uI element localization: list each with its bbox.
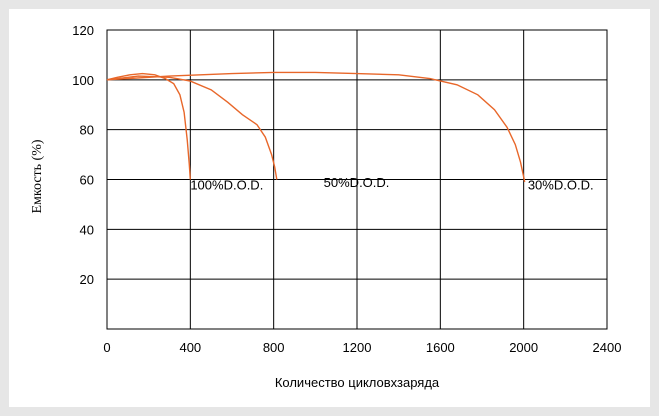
y-tick-label: 100 bbox=[72, 73, 94, 88]
x-tick-label: 1600 bbox=[426, 340, 455, 355]
x-tick-label: 800 bbox=[263, 340, 285, 355]
curve-annotation: 30%D.O.D. bbox=[528, 177, 594, 192]
curve-annotation: 50%D.O.D. bbox=[324, 175, 390, 190]
series-line-3 bbox=[106, 71, 526, 183]
chart-annotations: 100%D.O.D. 50%D.O.D. 30%D.O.D. bbox=[190, 175, 593, 192]
y-tick-label: 120 bbox=[72, 23, 94, 38]
x-tick-label: 400 bbox=[179, 340, 201, 355]
series-line-1 bbox=[106, 72, 191, 180]
chart-ticks: 0 400 800 1200 1600 2000 2400 20 40 60 80 100 120 bbox=[72, 23, 621, 355]
y-tick-label: 40 bbox=[80, 222, 94, 237]
chart-panel bbox=[9, 9, 650, 407]
y-tick-label: 20 bbox=[80, 272, 94, 287]
y-tick-label: 80 bbox=[80, 123, 94, 138]
x-axis-label: Количество цикловхзаряда bbox=[275, 375, 440, 390]
x-tick-label: 2000 bbox=[509, 340, 538, 355]
chart-series bbox=[106, 71, 526, 183]
x-tick-label: 1200 bbox=[343, 340, 372, 355]
x-tick-label: 2400 bbox=[593, 340, 622, 355]
x-tick-label: 0 bbox=[103, 340, 110, 355]
y-tick-label: 60 bbox=[80, 173, 94, 188]
y-axis-label: Емкость (%) bbox=[30, 139, 45, 213]
series-line-2 bbox=[106, 75, 278, 180]
curve-annotation: 100%D.O.D. bbox=[190, 177, 263, 192]
